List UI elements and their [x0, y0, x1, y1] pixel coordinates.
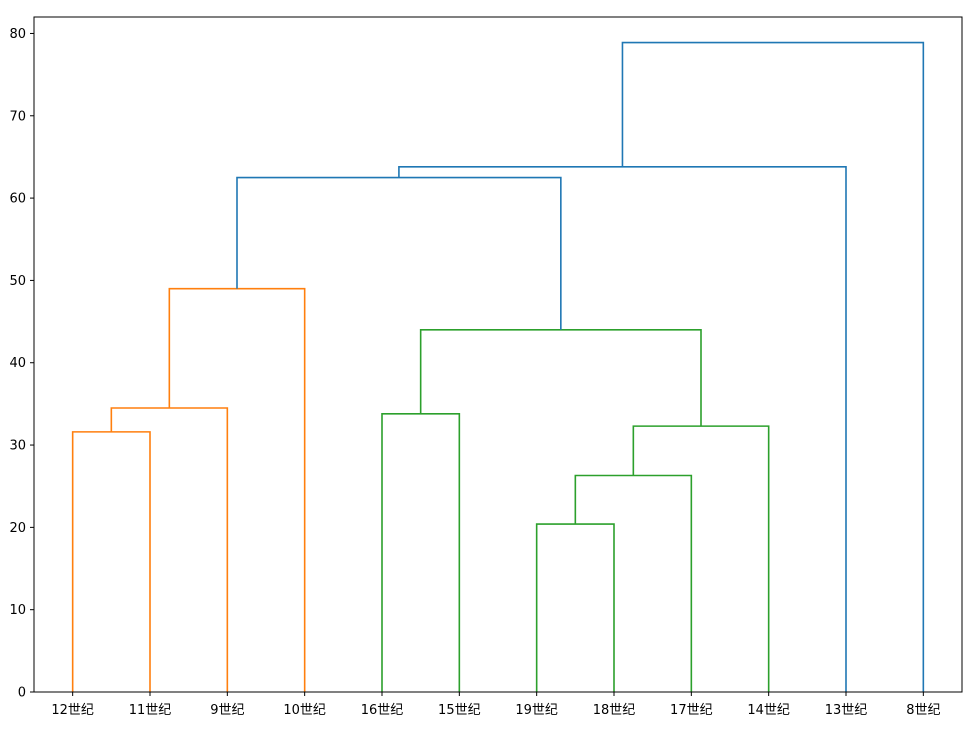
dendrogram-link — [168, 287, 306, 692]
leaf-label: 9世纪 — [210, 703, 244, 718]
dendrogram-link — [236, 176, 562, 330]
y-tick-label: 70 — [9, 109, 26, 124]
y-tick-label: 40 — [9, 356, 26, 371]
leaf-label: 19世纪 — [515, 703, 558, 718]
y-tick-label: 50 — [9, 274, 26, 289]
leaf-label: 17世纪 — [670, 703, 713, 718]
y-tick-label: 10 — [9, 603, 26, 618]
leaf-label: 14世纪 — [747, 703, 790, 718]
dendrogram-link — [621, 41, 925, 692]
dendrogram-links — [71, 41, 925, 692]
dendrogram-link — [632, 425, 770, 692]
dendrogram-link — [71, 431, 151, 692]
plot-frame — [33, 16, 963, 693]
dendrogram-link — [535, 523, 615, 692]
x-axis: 12世纪 11世纪 9世纪 10世纪 16世纪 15世纪 19世纪 18世纪 17世纪 14世纪 1… — [51, 692, 940, 718]
leaf-label: 10世纪 — [283, 703, 326, 718]
leaf-label: 11世纪 — [129, 703, 172, 718]
dendrogram-link — [398, 166, 847, 692]
y-axis: 0 10 20 30 40 50 60 70 80 — [9, 27, 34, 701]
leaf-label: 15世纪 — [438, 703, 481, 718]
leaf-label: 12世纪 — [51, 703, 94, 718]
dendrogram-link — [110, 407, 229, 692]
y-tick-label: 20 — [9, 521, 26, 536]
leaf-label: 18世纪 — [593, 703, 636, 718]
leaf-label: 13世纪 — [825, 703, 868, 718]
y-tick-label: 0 — [18, 686, 26, 701]
leaf-label: 8世纪 — [906, 703, 940, 718]
y-tick-label: 60 — [9, 192, 26, 207]
dendrogram-link — [381, 412, 461, 692]
dendrogram-link — [419, 329, 702, 427]
y-tick-label: 30 — [9, 439, 26, 454]
leaf-label: 16世纪 — [361, 703, 404, 718]
dendrogram-link — [574, 474, 693, 692]
y-tick-label: 80 — [9, 27, 26, 42]
